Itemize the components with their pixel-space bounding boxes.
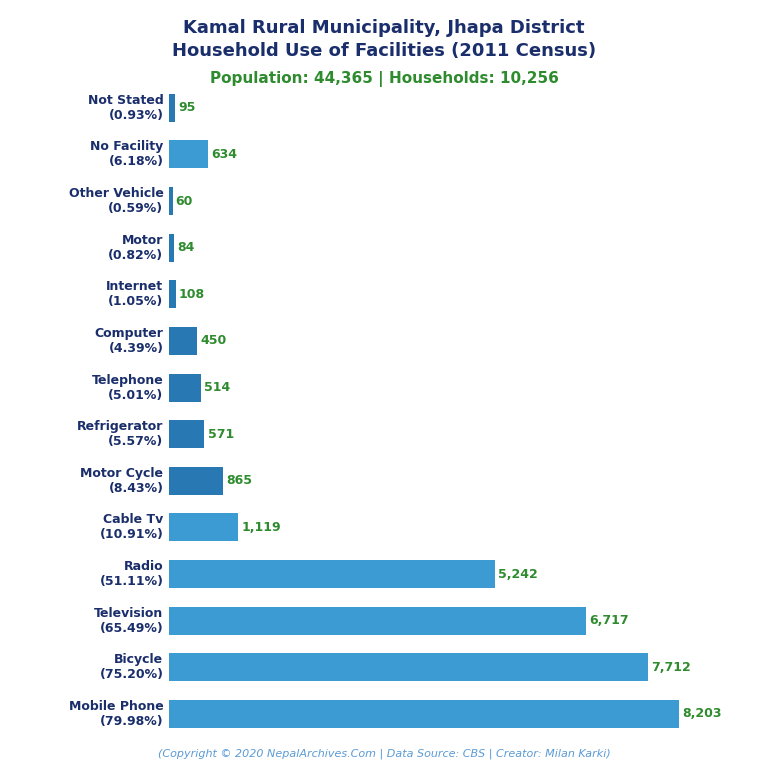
- Text: 571: 571: [207, 428, 233, 441]
- Text: 8,203: 8,203: [682, 707, 721, 720]
- Text: 108: 108: [179, 288, 205, 301]
- Text: 7,712: 7,712: [651, 660, 691, 674]
- Text: Kamal Rural Municipality, Jhapa District: Kamal Rural Municipality, Jhapa District: [184, 19, 584, 37]
- Bar: [169, 700, 679, 728]
- Text: 1,119: 1,119: [242, 521, 281, 534]
- Text: Population: 44,365 | Households: 10,256: Population: 44,365 | Households: 10,256: [210, 71, 558, 87]
- Text: 84: 84: [177, 241, 194, 254]
- Text: 865: 865: [226, 475, 252, 488]
- Text: 5,242: 5,242: [498, 568, 538, 581]
- Bar: [169, 187, 173, 215]
- Text: 60: 60: [176, 194, 193, 207]
- Text: 450: 450: [200, 334, 227, 347]
- Bar: [169, 280, 176, 308]
- Text: 6,717: 6,717: [589, 614, 629, 627]
- Text: (Copyright © 2020 NepalArchives.Com | Data Source: CBS | Creator: Milan Karki): (Copyright © 2020 NepalArchives.Com | Da…: [157, 748, 611, 759]
- Bar: [169, 141, 208, 168]
- Bar: [169, 514, 239, 541]
- Bar: [169, 327, 197, 355]
- Bar: [169, 420, 204, 449]
- Bar: [169, 373, 201, 402]
- Text: 95: 95: [178, 101, 195, 114]
- Bar: [169, 467, 223, 495]
- Bar: [169, 233, 174, 262]
- Bar: [169, 654, 648, 681]
- Bar: [169, 607, 586, 634]
- Bar: [169, 94, 175, 122]
- Text: 514: 514: [204, 381, 230, 394]
- Bar: [169, 560, 495, 588]
- Text: Household Use of Facilities (2011 Census): Household Use of Facilities (2011 Census…: [172, 42, 596, 60]
- Text: 634: 634: [211, 148, 237, 161]
